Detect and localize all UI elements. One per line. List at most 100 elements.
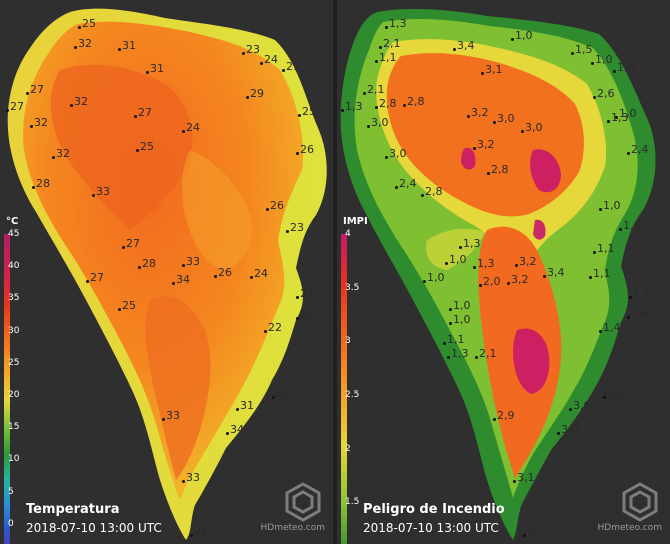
fire-danger-value-label: 3,6 — [569, 399, 591, 412]
temperature-scale-tick: 25 — [8, 357, 20, 368]
fire-danger-timestamp: 2018-07-10 13:00 UTC — [363, 521, 499, 535]
fire-danger-value-label: 1,7 — [629, 287, 651, 300]
fire-danger-value-label: 1,1 — [589, 267, 611, 280]
fire-danger-value-label: 1,3 — [473, 257, 495, 270]
fire-danger-value-label: 2,8 — [487, 163, 509, 176]
temperature-value-label: 33 — [92, 185, 110, 198]
temperature-timestamp: 2018-07-10 13:00 UTC — [26, 521, 162, 535]
temperature-value-label: 27 — [122, 237, 140, 250]
temperature-value-label: 34 — [172, 273, 190, 286]
fire-danger-value-label: 1,0 — [615, 107, 637, 120]
temperature-map — [7, 8, 327, 540]
temperature-title: Temperatura — [26, 502, 120, 517]
temperature-scale-tick: 5 — [8, 486, 14, 497]
fire-danger-value-label: 2,8 — [421, 185, 443, 198]
temperature-scale-tick: 15 — [8, 422, 20, 433]
fire-danger-value-label: 3,0 — [521, 121, 543, 134]
temperature-value-label: 22 — [264, 321, 282, 334]
temperature-value-label: 24 — [250, 267, 268, 280]
fire-danger-value-label: 2,4 — [395, 177, 417, 190]
temperature-value-label: 28 — [32, 177, 50, 190]
fire-danger-value-label: 1,0 — [599, 199, 621, 212]
temperature-value-label: 23 — [286, 221, 304, 234]
fire-danger-value-label: 2,8 — [375, 97, 397, 110]
temperature-value-label: 26 — [296, 143, 314, 156]
fire-danger-value-label: 1,1 — [443, 333, 465, 346]
temperature-value-label: 31 — [118, 39, 136, 52]
fire-danger-value-label: 1,3 — [459, 237, 481, 250]
fire-danger-value-label: 1,0 — [445, 253, 467, 266]
fire-danger-value-label: 3,1 — [481, 63, 503, 76]
temperature-value-label: 32 — [52, 147, 70, 160]
temperature-value-label: 24 — [296, 287, 314, 300]
temperature-value-label: 31 — [236, 399, 254, 412]
fire-danger-value-label: 2,9 — [493, 409, 515, 422]
fire-danger-value-label: 1,7 — [523, 525, 545, 538]
fire-danger-value-label: 1,6 — [619, 219, 641, 232]
fire-danger-value-label: 2,1 — [363, 83, 385, 96]
temperature-scale-tick: 35 — [8, 293, 20, 304]
fire-danger-value-label: 2,6 — [593, 87, 615, 100]
fire-danger-value-label: 1,3 — [385, 17, 407, 30]
fire-danger-value-label: 2,4 — [627, 143, 649, 156]
fire-danger-value-label: 3,0 — [367, 116, 389, 129]
fire-danger-value-label: 1,0 — [449, 299, 471, 312]
fire-danger-value-label: 2,0 — [603, 387, 625, 400]
fire-danger-value-label: 3,4 — [453, 39, 475, 52]
fire-danger-value-label: 3,0 — [385, 147, 407, 160]
fire-danger-value-label: 2,8 — [403, 95, 425, 108]
fire-danger-value-label: 2,0 — [479, 275, 501, 288]
temperature-value-label: 25 — [136, 140, 154, 153]
fire-danger-value-label: 1,8 — [627, 307, 649, 320]
fire-danger-value-label: 3,2 — [515, 255, 537, 268]
temperature-value-label: 23 — [242, 43, 260, 56]
central-valley — [182, 150, 252, 270]
temperature-value-label: 26 — [214, 266, 232, 279]
temperature-color-scale — [4, 234, 10, 544]
fire-danger-scale-tick: 2 — [345, 443, 351, 454]
fire-danger-value-label: 1,0 — [449, 313, 471, 326]
temperature-scale-tick: 10 — [8, 454, 20, 465]
temperature-value-label: 22 — [272, 387, 290, 400]
fire-danger-value-label: 2,1 — [379, 37, 401, 50]
temperature-value-label: 32 — [70, 95, 88, 108]
valley-strip — [426, 228, 485, 270]
temperature-value-label: 24 — [296, 308, 314, 321]
watermark-text: HDmeteo.com — [597, 523, 663, 533]
southern-ridge — [145, 296, 211, 480]
fire-danger-value-label: 1,1 — [375, 51, 397, 64]
temperature-value-label: 21 — [282, 60, 300, 73]
temperature-scale-tick: 40 — [8, 261, 20, 272]
fire-danger-map — [340, 9, 656, 540]
watermark-text: HDmeteo.com — [260, 523, 326, 533]
island-core — [50, 64, 193, 230]
temperature-value-label: 24 — [182, 121, 200, 134]
fire-danger-color-scale — [341, 234, 347, 544]
temperature-scale-tick: 30 — [8, 325, 20, 336]
temperature-value-label: 26 — [266, 199, 284, 212]
legend-unit: IMPI — [343, 216, 368, 227]
temperature-value-label: 27 — [134, 106, 152, 119]
fire-danger-value-label: 3,0 — [557, 423, 579, 436]
fire-danger-scale-tick: 1.5 — [345, 497, 360, 508]
temperature-panel: 25 32 31 31 23 24 21 27 27 32 32 29 27 25 24 25 32 26 28 33… — [0, 0, 333, 544]
temperature-value-label: 28 — [138, 257, 156, 270]
temperature-value-label: 25 — [78, 17, 96, 30]
fire-danger-value-label: 3,0 — [493, 112, 515, 125]
temperature-value-label: 32 — [30, 116, 48, 129]
temperature-value-label: 31 — [146, 62, 164, 75]
temperature-value-label: 27 — [26, 83, 44, 96]
fire-danger-scale-tick: 2.5 — [345, 390, 360, 400]
panel-divider — [333, 0, 337, 544]
fire-danger-value-label: 1,0 — [613, 61, 635, 74]
fire-danger-value-label: 1,3 — [447, 347, 469, 360]
fire-danger-value-label: 2,1 — [475, 347, 497, 360]
fire-danger-value-label: 1,3 — [607, 111, 629, 124]
temperature-scale-tick: 45 — [8, 229, 20, 239]
fire-danger-value-label: 1,4 — [599, 321, 621, 334]
fire-danger-scale-tick: 3.5 — [345, 282, 360, 293]
fire-danger-title: Peligro de Incendio — [363, 502, 505, 517]
high-danger-zones — [461, 147, 561, 394]
temperature-value-label: 24 — [190, 525, 208, 538]
temperature-value-label: 25 — [118, 299, 136, 312]
